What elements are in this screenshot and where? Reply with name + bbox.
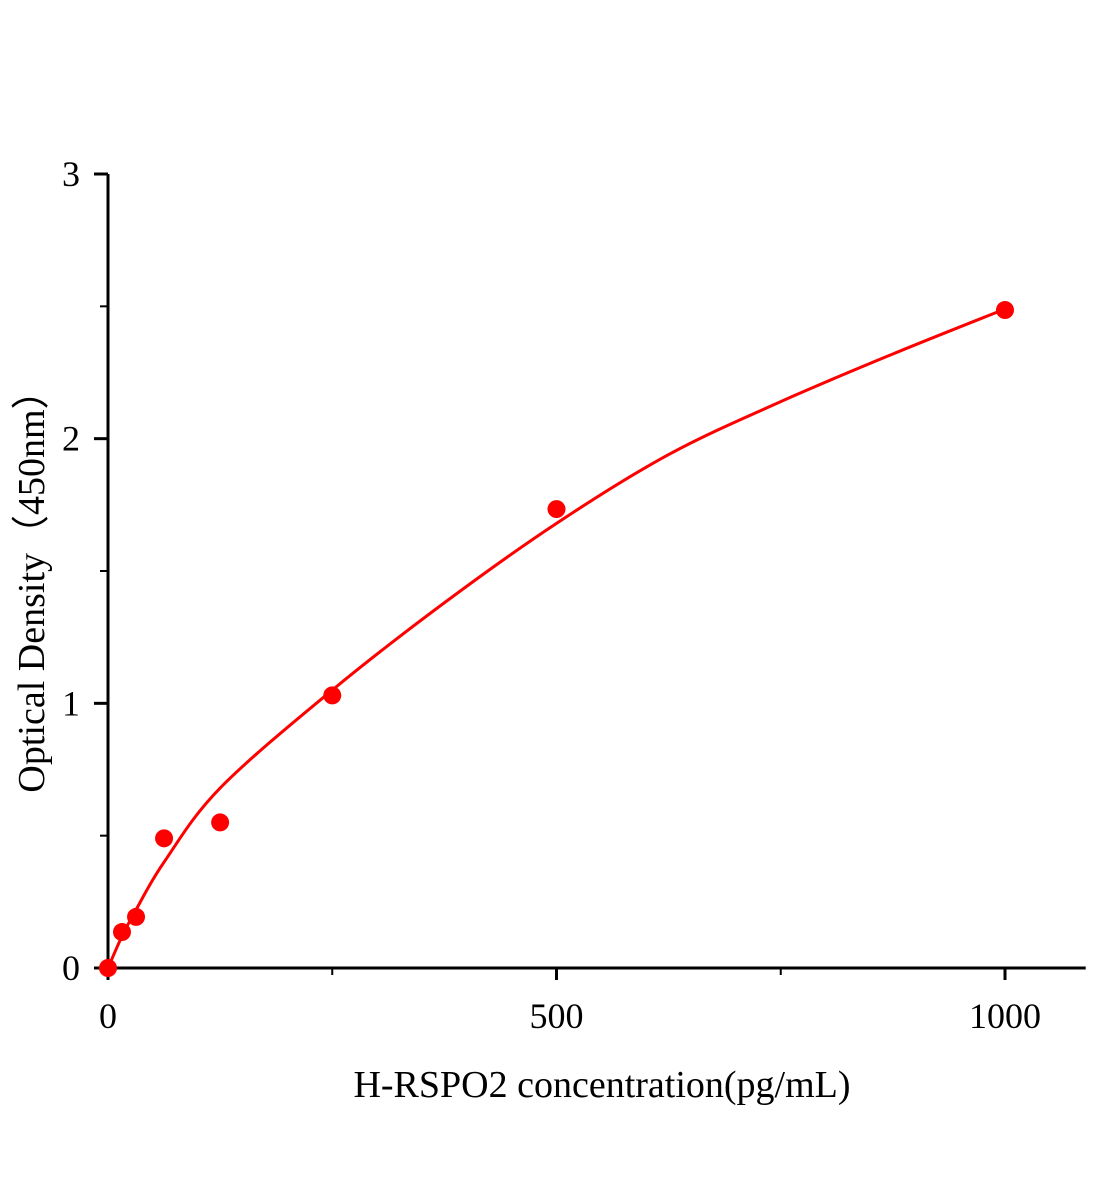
x-axis-label: H-RSPO2 concentration(pg/mL) bbox=[353, 1064, 850, 1106]
data-point bbox=[211, 813, 230, 832]
data-points bbox=[99, 301, 1014, 977]
data-point bbox=[99, 959, 117, 977]
data-point bbox=[547, 500, 566, 519]
data-point bbox=[112, 923, 131, 942]
y-tick-label: 2 bbox=[62, 419, 80, 459]
data-point bbox=[127, 907, 146, 926]
ticks: 0 500 1000 0 1 2 3 bbox=[62, 154, 1041, 1036]
data-point bbox=[155, 829, 174, 848]
data-point bbox=[323, 686, 342, 705]
fit-curve bbox=[106, 307, 1006, 969]
y-tick-label: 0 bbox=[62, 948, 80, 988]
x-tick-label: 500 bbox=[530, 996, 584, 1036]
x-tick-label: 0 bbox=[99, 996, 117, 1036]
y-axis-label: Optical Density（450nm） bbox=[11, 371, 53, 792]
y-tick-label: 3 bbox=[62, 154, 80, 194]
y-tick-label: 1 bbox=[62, 683, 80, 723]
axes bbox=[106, 174, 1086, 970]
x-tick-label: 1000 bbox=[969, 996, 1041, 1036]
data-point bbox=[996, 301, 1014, 320]
